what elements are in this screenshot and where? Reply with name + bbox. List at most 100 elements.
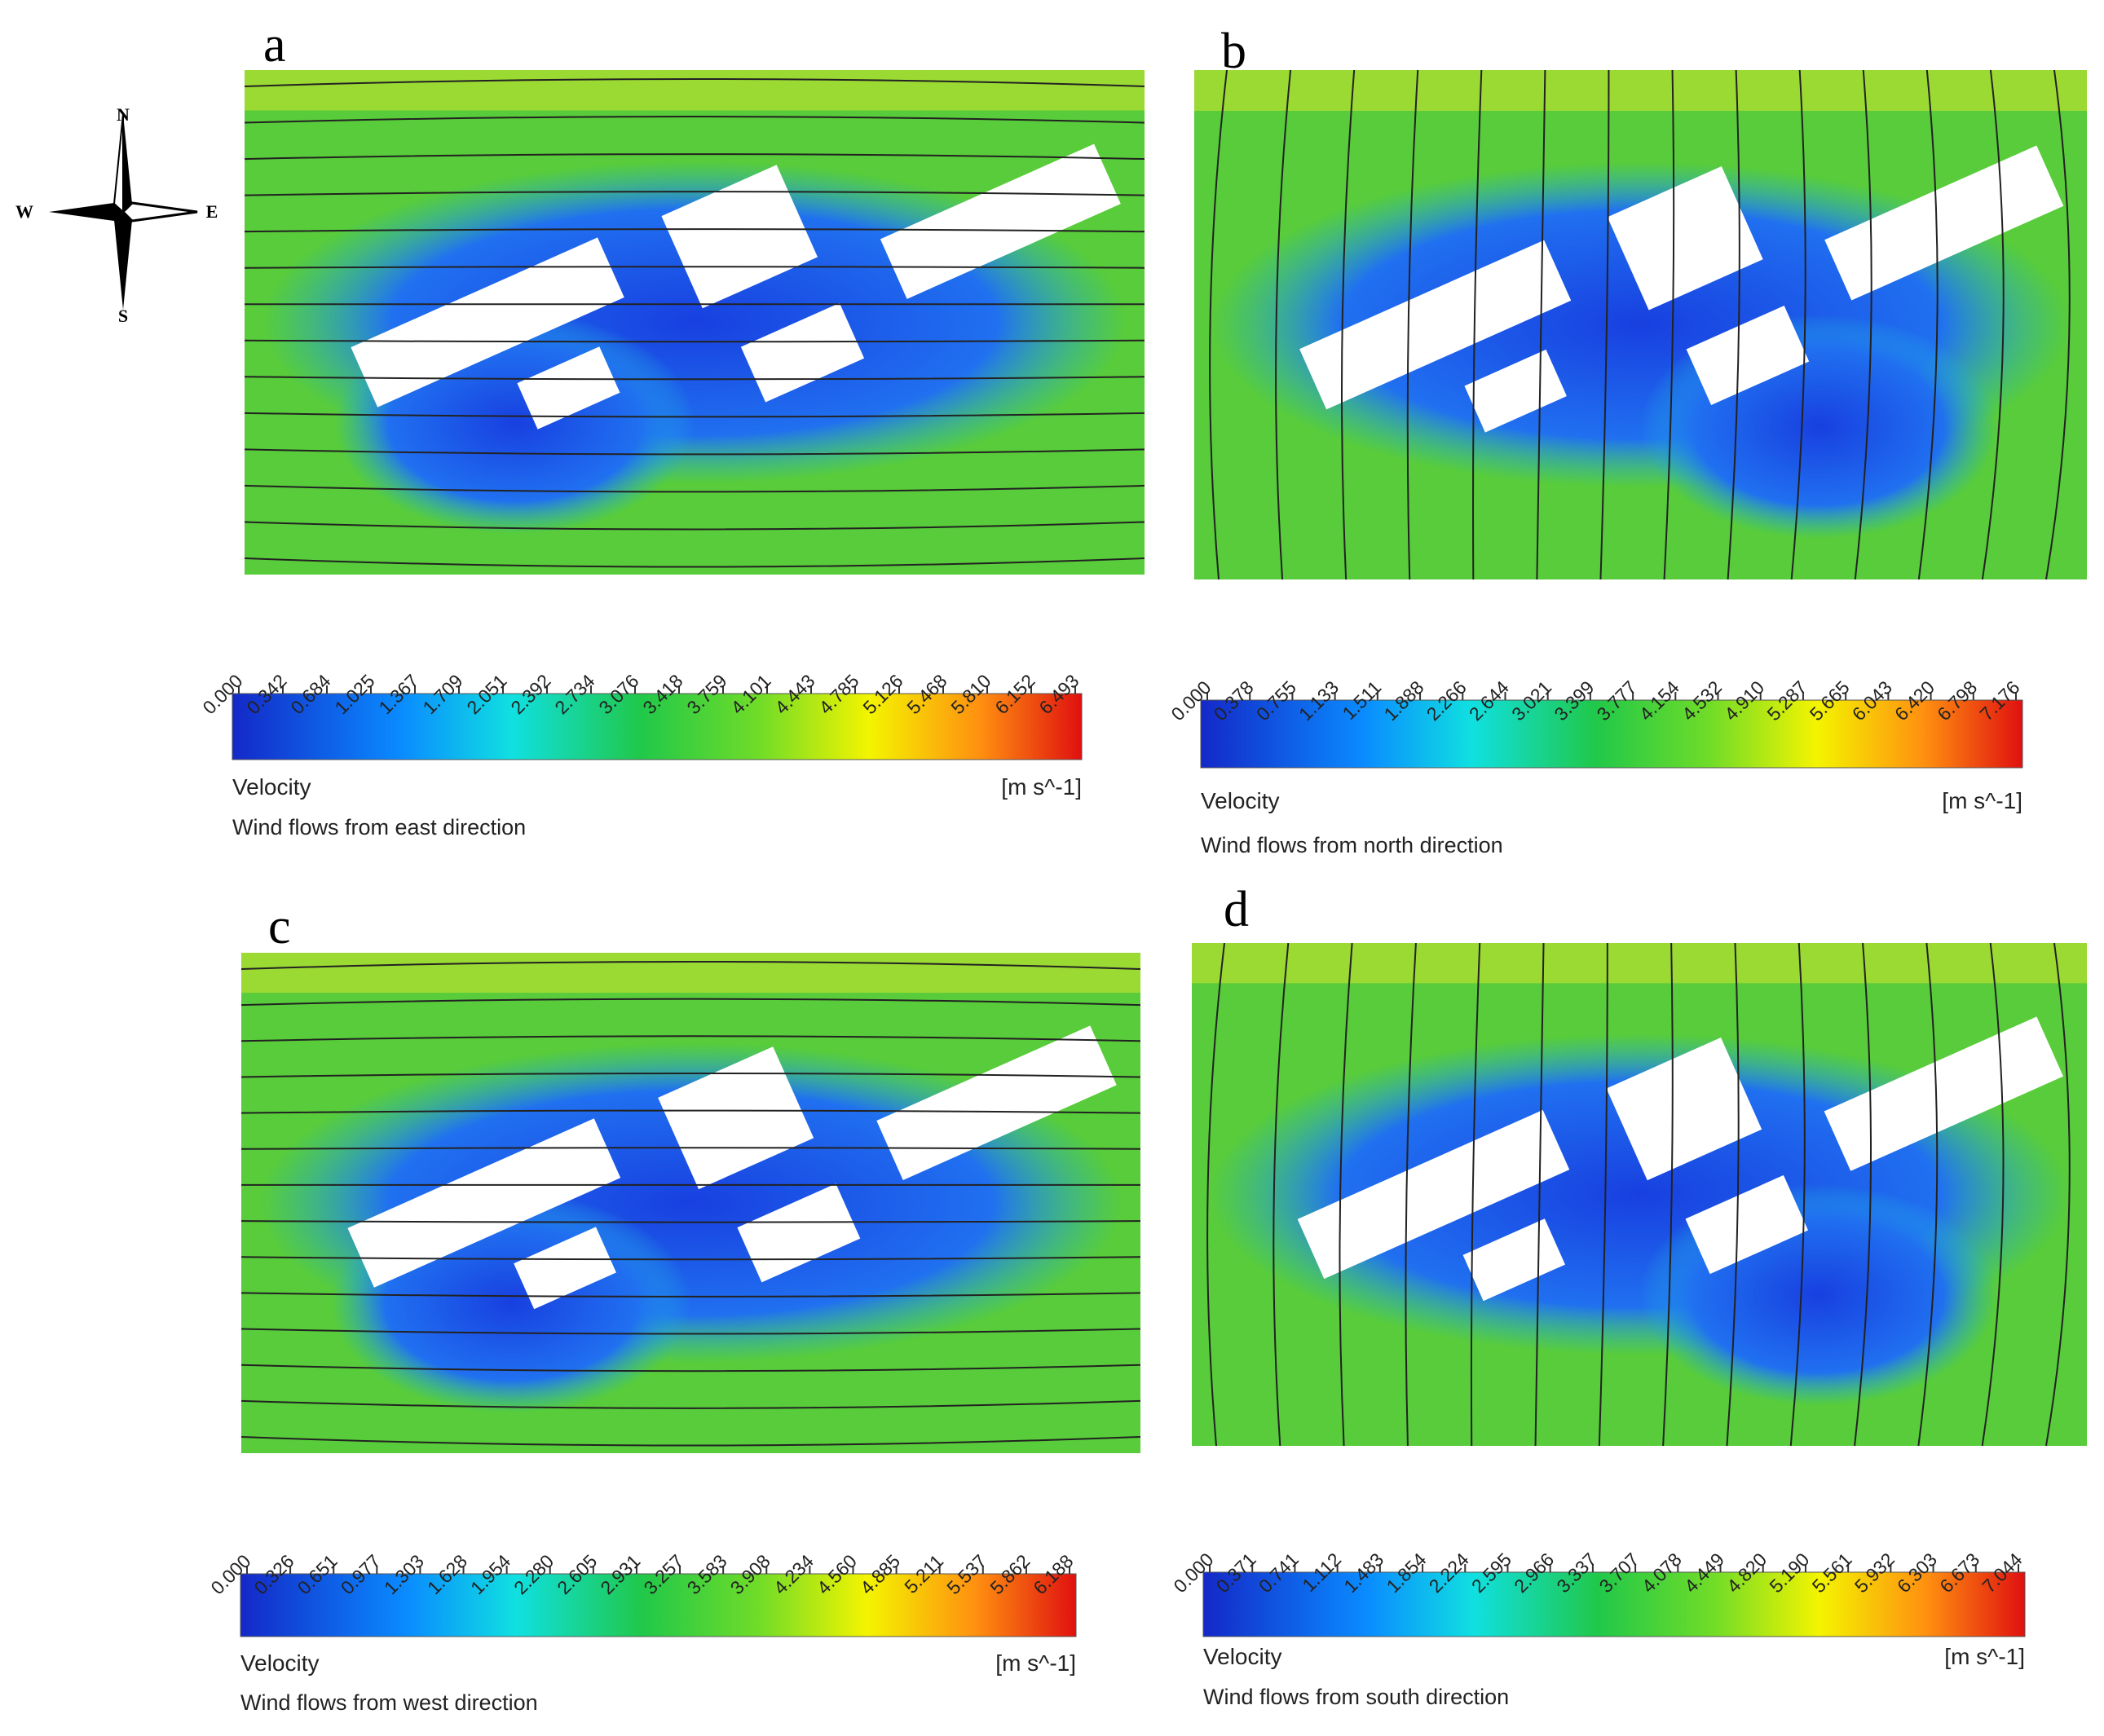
band	[245, 70, 1145, 111]
panel: a0.0000.3420.6841.0251.3671.7092.0512.39…	[198, 17, 1145, 839]
streamline	[1854, 943, 1872, 1446]
panel: d0.0000.3710.7411.1121.4831.8542.2242.59…	[1169, 882, 2087, 1709]
compass-n: N	[117, 104, 130, 125]
building	[1685, 1174, 1809, 1275]
building	[351, 237, 624, 408]
panel: c0.0000.3260.6510.9771.3031.6281.9542.28…	[206, 899, 1140, 1715]
building	[1607, 165, 1763, 311]
streamline	[245, 412, 1145, 418]
panel-letter: a	[263, 17, 286, 73]
streamline	[1206, 943, 1225, 1446]
streamline	[2045, 943, 2071, 1446]
building	[1824, 1016, 2064, 1171]
band	[1192, 943, 2087, 984]
colorbar	[1200, 699, 2023, 769]
streamline	[241, 998, 1140, 1007]
streamline	[245, 153, 1145, 161]
building	[661, 165, 818, 309]
streamline	[241, 1292, 1140, 1298]
compass-s: S	[118, 306, 128, 326]
band	[1194, 70, 2087, 111]
unit-label: [m s^-1]	[1942, 788, 2022, 813]
building	[1824, 145, 2064, 301]
streamline	[1789, 943, 1806, 1446]
streamline	[245, 78, 1145, 87]
streamline	[1534, 943, 1545, 1446]
streamline	[1470, 943, 1481, 1446]
streamline	[1598, 943, 1608, 1446]
streamline	[245, 116, 1145, 124]
streamline	[241, 1109, 1140, 1114]
streamline	[245, 266, 1145, 269]
caption: Wind flows from west direction	[240, 1690, 538, 1715]
streamline	[241, 1256, 1140, 1261]
streamline	[1405, 943, 1417, 1446]
streamline	[245, 448, 1145, 456]
streamline	[245, 339, 1145, 343]
streamline	[245, 521, 1145, 531]
streamline	[2045, 70, 2071, 579]
streamline	[241, 1399, 1140, 1409]
compass-e: E	[206, 201, 218, 222]
building	[514, 1227, 616, 1310]
streamline	[241, 1328, 1140, 1335]
panel: b0.0000.3780.7551.1331.5111.8882.2662.64…	[1167, 24, 2087, 857]
streamline	[1917, 943, 1939, 1446]
streamline	[1727, 70, 1740, 579]
streamline	[1341, 70, 1356, 579]
streamline	[1209, 70, 1228, 579]
streamline	[1726, 943, 1740, 1446]
streamline	[1339, 943, 1353, 1446]
streamline	[1406, 70, 1419, 579]
streamline	[1472, 70, 1483, 579]
field-content	[1194, 70, 2087, 579]
unit-label: [m s^-1]	[1944, 1644, 2025, 1669]
compass: N S E W	[15, 104, 218, 326]
streamline	[1275, 70, 1292, 579]
band	[241, 953, 1140, 994]
quantity-label: Velocity	[232, 774, 311, 800]
streamline	[245, 557, 1145, 568]
quantity-label: Velocity	[240, 1650, 320, 1676]
unit-label: [m s^-1]	[995, 1650, 1076, 1676]
building	[880, 143, 1121, 299]
colorbar	[240, 1573, 1077, 1637]
building	[347, 1118, 621, 1288]
streamline	[245, 376, 1145, 381]
quantity-label: Velocity	[1201, 788, 1280, 813]
caption: Wind flows from south direction	[1203, 1685, 1509, 1709]
streamline	[245, 191, 1145, 196]
compass-w: W	[15, 201, 33, 222]
streamline	[1663, 70, 1675, 579]
streamline	[1981, 70, 2005, 579]
building	[876, 1025, 1117, 1180]
building	[1686, 306, 1810, 405]
streamline	[1981, 943, 2005, 1446]
panel-letter: b	[1221, 24, 1246, 79]
streamline	[241, 961, 1140, 970]
streamline	[245, 228, 1145, 233]
streamline	[1790, 70, 1806, 579]
quantity-label: Velocity	[1203, 1644, 1282, 1669]
building	[517, 346, 620, 430]
building	[1297, 1109, 1570, 1280]
building	[1299, 240, 1572, 410]
building	[737, 1183, 861, 1283]
streamline	[1599, 70, 1610, 579]
caption: Wind flows from north direction	[1201, 833, 1503, 857]
streamline	[1273, 943, 1290, 1446]
streamline	[1536, 70, 1546, 579]
building	[1464, 349, 1567, 433]
streamline	[1662, 943, 1674, 1446]
field-content	[241, 953, 1140, 1447]
panel-letter: d	[1224, 882, 1249, 937]
colorbar	[232, 693, 1083, 760]
streamline	[1917, 70, 1939, 579]
streamline	[241, 1220, 1140, 1223]
streamline	[241, 1147, 1140, 1150]
field-content	[1192, 943, 2087, 1446]
panel-letter: c	[268, 899, 291, 954]
building	[740, 302, 865, 403]
streamline	[241, 1035, 1140, 1042]
